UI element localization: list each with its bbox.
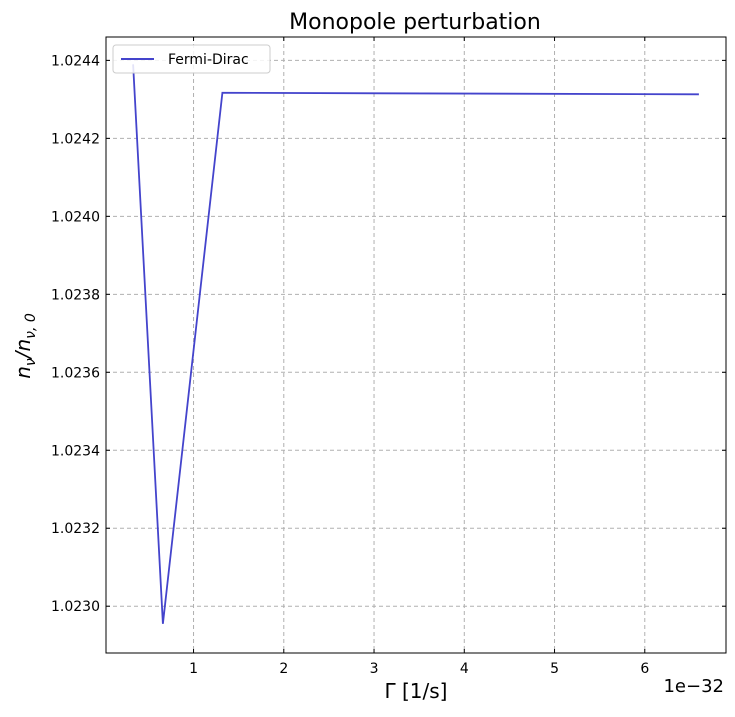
chart-title: Monopole perturbation [289,10,541,35]
y-axis-title: nν/nν, 0 [11,313,39,379]
y-tick-label: 1.0232 [51,521,100,537]
series-group [132,64,699,624]
y-tick-label: 1.0234 [51,443,100,459]
y-tick-label: 1.0242 [51,131,100,147]
x-axis-ticks: 1 2 3 4 5 6 [189,37,649,677]
x-tick-label: 5 [550,661,559,677]
x-axis-offset-label: 1e−32 [663,676,724,697]
plot-frame [105,36,727,654]
series-line-fermi-dirac [132,64,699,624]
legend-box [112,44,271,74]
y-axis-title-mid: /n [11,339,35,360]
x-tick-label: 2 [279,661,288,677]
legend-label-fermi-dirac: Fermi-Dirac [168,52,249,68]
x-tick-label: 3 [370,661,379,677]
y-tick-label: 1.0244 [51,53,100,69]
y-axis-title-n1: n [11,366,35,379]
legend: Fermi-Dirac [112,44,271,74]
x-tick-label: 6 [640,661,649,677]
y-tick-label: 1.0230 [51,599,100,615]
y-axis-title-sub1: ν [23,358,39,366]
y-tick-label: 1.0240 [51,209,100,225]
y-axis-ticks: 1.0230 1.0232 1.0234 1.0236 1.0238 1.0240 1.02… [51,53,726,615]
x-axis-title: Γ [1/s] [385,679,448,703]
y-tick-label: 1.0236 [51,365,100,381]
x-tick-label: 1 [189,661,198,677]
y-tick-label: 1.0238 [51,287,100,303]
x-tick-label: 4 [460,661,469,677]
grid-lines [106,37,726,653]
y-axis-title-sub2: ν, 0 [23,313,39,339]
